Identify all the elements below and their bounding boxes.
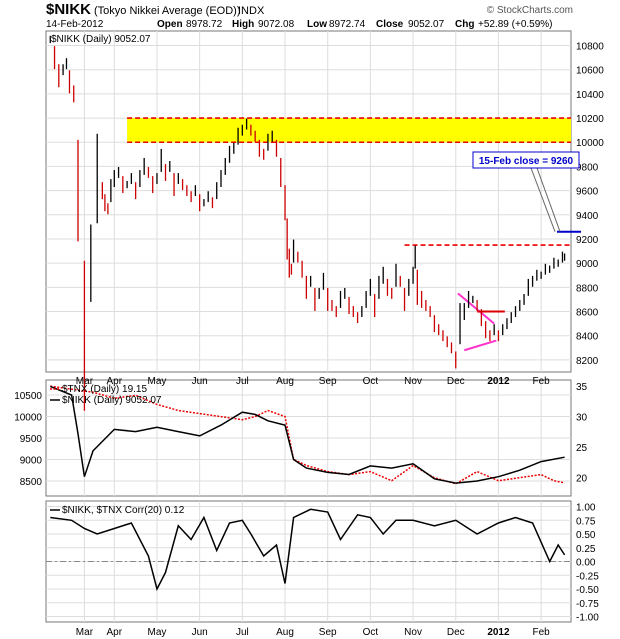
target-pointer-line <box>536 167 561 232</box>
month-tick-label: May <box>148 376 167 387</box>
corr-series-line <box>50 508 566 592</box>
month-tick-label: Dec <box>447 376 465 387</box>
price-tick-label: 8200 <box>576 356 599 367</box>
corr-legend: $NIKK, $TNX Corr(20) 0.12 <box>62 505 185 516</box>
date-label: 14-Feb-2012 <box>46 19 104 30</box>
month-tick-label: Mar <box>76 376 94 387</box>
month-tick-label: Sep <box>319 376 337 387</box>
ticker-subtitle: (Tokyo Nikkei Average (EOD)) <box>94 5 241 17</box>
month-tick-label: Nov <box>404 376 422 387</box>
month-tick-label: Mar <box>76 627 94 638</box>
month-tick-label: Feb <box>533 376 551 387</box>
open-label: Open <box>157 19 183 30</box>
month-tick-label: Oct <box>363 376 379 387</box>
tnx-right-tick-label: 25 <box>576 443 588 454</box>
price-tick-label: 10800 <box>576 42 604 53</box>
target-label: 15-Feb close = 9260 <box>479 156 574 167</box>
month-tick-label: 2012 <box>487 627 510 638</box>
month-tick-label: Jul <box>236 627 249 638</box>
price-tick-label: 8800 <box>576 283 599 294</box>
series-layer <box>49 35 566 592</box>
ticker-symbol: $NIKK <box>46 1 91 18</box>
price-tick-label: 10000 <box>576 138 604 149</box>
corr-tick-label: -0.50 <box>576 585 599 596</box>
tnx-right-tick-label: 35 <box>576 382 588 393</box>
corr-tick-label: 0.50 <box>576 530 596 541</box>
nikk-left-tick-label: 8500 <box>20 477 43 488</box>
price-tick-label: 9400 <box>576 211 599 222</box>
nikk-left-tick-label: 10500 <box>14 391 42 402</box>
month-tick-label: Jul <box>236 376 249 387</box>
resistance-zone <box>127 118 571 143</box>
month-tick-label: Apr <box>107 627 123 638</box>
corr-tick-label: 0.00 <box>576 558 596 569</box>
annotation-layer <box>127 117 581 352</box>
corr-tick-label: -1.00 <box>576 613 599 624</box>
nikk-left-tick-label: 9500 <box>20 434 43 445</box>
tnx-right-tick-label: 20 <box>576 474 588 485</box>
tnx-right-tick-label: 30 <box>576 413 588 424</box>
low-value: 8972.74 <box>329 19 366 30</box>
price-tick-label: 10600 <box>576 66 604 77</box>
price-tick-label: 9800 <box>576 162 599 173</box>
month-tick-label: 2012 <box>487 376 510 387</box>
corr-tick-label: -0.25 <box>576 571 599 582</box>
month-tick-label: Jun <box>192 627 208 638</box>
close-value: 9052.07 <box>408 19 445 30</box>
corr-tick-label: 1.00 <box>576 503 596 514</box>
chg-value: +52.89 (+0.59%) <box>478 19 553 30</box>
price-tick-label: 8400 <box>576 332 599 343</box>
nikk-legend: $NIKK (Daily) 9052.07 <box>62 395 162 406</box>
nikk-left-tick-label: 10000 <box>14 413 42 424</box>
price-tick-label: 9200 <box>576 235 599 246</box>
high-label: High <box>232 19 254 30</box>
month-tick-label: Aug <box>276 376 294 387</box>
channel-upper-line <box>457 292 495 325</box>
nikk-left-tick-label: 9000 <box>20 455 43 466</box>
price-tick-label: 10200 <box>576 114 604 125</box>
month-tick-label: Oct <box>363 627 379 638</box>
price-legend: $NIKK (Daily) 9052.07 <box>51 34 151 45</box>
corr-tick-label: -0.75 <box>576 599 599 610</box>
target-pointer-line <box>530 167 556 232</box>
price-tick-label: 8600 <box>576 308 599 319</box>
corr-tick-label: 0.75 <box>576 516 596 527</box>
month-tick-label: Sep <box>319 627 337 638</box>
close-label: Close <box>376 19 404 30</box>
open-value: 8978.72 <box>186 19 223 30</box>
month-tick-label: Apr <box>107 376 123 387</box>
tnx-series-line <box>50 385 565 485</box>
month-tick-label: Jun <box>192 376 208 387</box>
low-label: Low <box>307 19 327 30</box>
exchange-label: INDX <box>238 5 265 17</box>
month-tick-label: Nov <box>404 627 422 638</box>
chg-label: Chg <box>455 19 474 30</box>
axis-labels: Mar Mar Apr Apr May May Jun Jun Jul Jul Aug Aug Sep S… <box>14 42 604 638</box>
month-tick-label: Feb <box>533 627 551 638</box>
corr-tick-label: 0.25 <box>576 544 596 555</box>
price-tick-label: 10400 <box>576 90 604 101</box>
month-tick-label: Dec <box>447 627 465 638</box>
price-tick-label: 9000 <box>576 259 599 270</box>
high-value: 9072.08 <box>258 19 295 30</box>
nikk-series-line <box>50 385 565 484</box>
month-tick-label: May <box>148 627 167 638</box>
tnx-legend: $TNX (Daily) 19.15 <box>62 384 147 395</box>
copyright: © StockCharts.com <box>487 5 573 16</box>
month-tick-label: Aug <box>276 627 294 638</box>
channel-lower-line <box>464 339 497 352</box>
price-tick-label: 9600 <box>576 187 599 198</box>
target-label-box <box>472 151 580 169</box>
